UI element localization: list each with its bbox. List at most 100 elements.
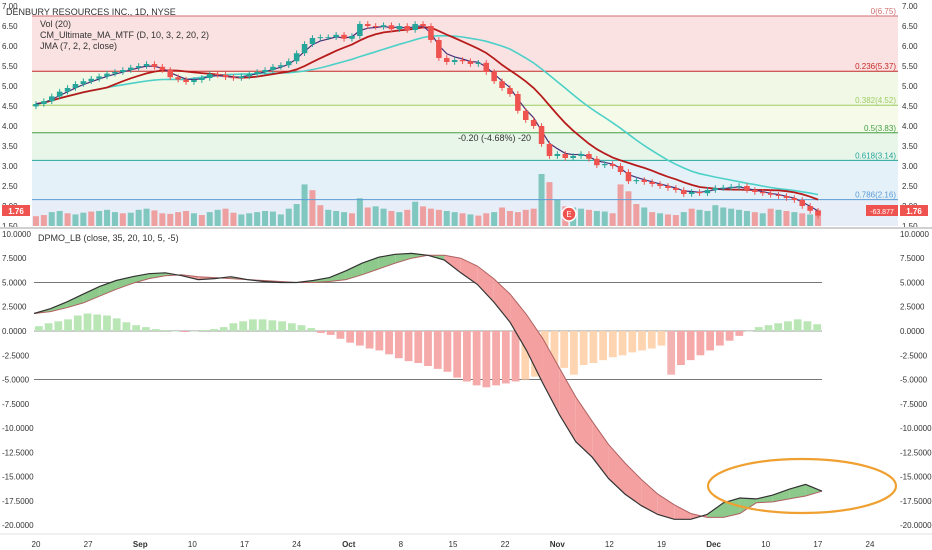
volume-bar [688, 208, 695, 226]
volume-bar [807, 214, 814, 226]
osc-hist-bar [725, 331, 734, 341]
volume-bar [775, 209, 782, 226]
volume-bar [317, 205, 324, 226]
osc-tick-left: -2.5000 [2, 351, 30, 360]
volume-bar [459, 213, 466, 226]
earnings-marker[interactable] [561, 206, 577, 222]
volume-bar [238, 214, 245, 226]
candle-body [167, 70, 174, 78]
volume-bar [372, 206, 379, 226]
candle-body [775, 194, 782, 196]
candle-body [183, 79, 189, 82]
osc-legend: DPMO_LB (close, 35, 20, 10, 5, -5) [38, 233, 179, 243]
candle-body [483, 62, 490, 72]
osc-hist-bar [112, 318, 121, 332]
osc-hist-bar [103, 315, 111, 332]
fib-lines: 0(6.75) 0.236(5.37) 0.382(4.52) 0.5(3.83) 0.… [32, 7, 898, 201]
osc-hist-bar [608, 331, 617, 358]
price-tick-right: 5.50 [902, 62, 918, 71]
fib-label-1: 0.236(5.37) [855, 62, 896, 71]
candle-body [436, 40, 442, 58]
osc-hist-bar [239, 321, 248, 332]
candle-body [230, 77, 237, 79]
osc-hist-bar [64, 319, 72, 332]
osc-band-segment [756, 495, 773, 503]
osc-tick-left: -7.5000 [2, 400, 30, 409]
time-tick: 12 [605, 540, 614, 549]
osc-hist-bar [346, 331, 355, 343]
volume-bar [522, 209, 529, 226]
volume-bar [159, 213, 166, 226]
candle-body [515, 94, 521, 111]
volume-bar [269, 211, 276, 226]
candle-body [428, 26, 434, 40]
osc-hist-bar [356, 331, 364, 346]
osc-hist-bar [774, 323, 783, 332]
osc-hist-bar [268, 320, 277, 332]
volume-bar [96, 210, 103, 226]
osc-hist-bar [696, 331, 705, 356]
osc-axis[interactable]: 10.0000 10.0000 7.5000 7.5000 5.0000 5.0000 2.… [2, 230, 932, 530]
time-tick: 20 [32, 540, 41, 549]
time-tick: 24 [292, 540, 301, 549]
osc-hist-bar [44, 323, 53, 332]
osc-signal-line [33, 254, 823, 518]
time-axis[interactable]: 20 27 Sep 10 17 24 Oct 8 15 22 Nov 12 19 Dec 10 17 24 [32, 540, 875, 549]
candle-body [744, 186, 750, 190]
price-axis[interactable]: 7.00 7.00 6.50 6.50 6.00 6.00 5.50 5.50 5.00 5.00… [2, 2, 918, 231]
price-tick-left: 6.50 [2, 22, 18, 31]
osc-tick-left: 5.0000 [2, 278, 27, 287]
volume-bar [546, 182, 553, 226]
volume-bar [483, 213, 490, 226]
volume-bars [32, 174, 822, 226]
candle-body [696, 192, 703, 194]
osc-band-segment [510, 294, 527, 351]
time-tick: Nov [550, 540, 566, 549]
osc-hist-bar [141, 327, 150, 332]
candle-body [720, 187, 727, 189]
price-tick-right: 6.50 [902, 22, 918, 31]
candle-body [673, 188, 679, 190]
time-tick: Dec [706, 540, 721, 549]
volume-bar [143, 208, 150, 226]
candle-body [80, 81, 87, 84]
candle-body [530, 120, 537, 126]
osc-tick-left: 10.0000 [2, 230, 31, 239]
volume-bar [657, 213, 664, 226]
osc-hist-bar [83, 313, 92, 332]
price-tick-right: 6.00 [902, 42, 918, 51]
osc-hist-bar [492, 331, 500, 386]
osc-band-segment [559, 367, 576, 442]
candle-body [507, 88, 513, 94]
volume-bar [633, 204, 640, 226]
osc-band-segment [83, 286, 100, 303]
osc-hist-bar [317, 331, 325, 333]
volume-bar [246, 213, 253, 226]
osc-tick-right: -17.5000 [900, 497, 932, 506]
candle-body [159, 66, 166, 70]
price-tick-left: 3.00 [2, 162, 18, 171]
osc-tick-right: 7.5000 [900, 254, 925, 263]
candle-body [120, 70, 126, 72]
volume-bar [728, 208, 735, 226]
volume-bar [427, 208, 434, 226]
osc-band-segment [526, 314, 543, 384]
candle-body [578, 154, 584, 156]
volume-bar [404, 209, 411, 226]
price-tick-left: 6.00 [2, 42, 18, 51]
volume-bar [443, 210, 450, 226]
volume-bar [720, 207, 727, 226]
time-tick: 8 [399, 540, 404, 549]
candle-body [712, 188, 719, 190]
volume-bar [696, 209, 703, 226]
price-tick-left: 4.00 [2, 122, 18, 131]
osc-hist-bar [34, 326, 43, 332]
price-tick-right: 3.00 [902, 162, 918, 171]
volume-bar [712, 205, 719, 226]
candle-body [420, 24, 426, 26]
osc-hist-bar [638, 331, 646, 351]
last-osc-label: -63.877 [870, 209, 894, 216]
volume-bar [127, 212, 134, 226]
fib-label-2: 0.382(4.52) [855, 96, 896, 105]
